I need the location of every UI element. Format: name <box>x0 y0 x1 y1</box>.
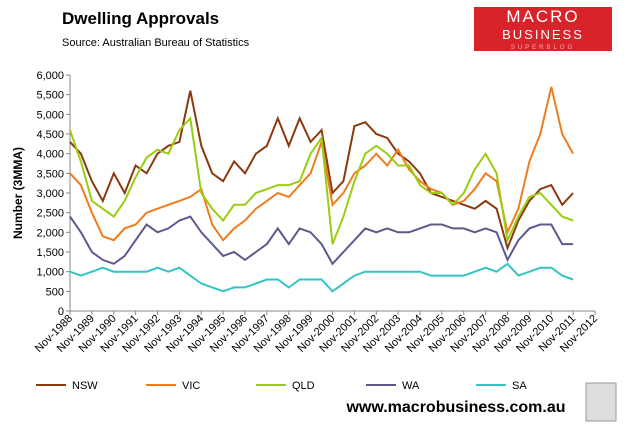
legend-label: VIC <box>182 380 200 392</box>
y-tick-label: 1,000 <box>36 267 64 279</box>
y-tick-label: 500 <box>46 286 64 298</box>
logo-box <box>474 7 612 51</box>
legend-label: NSW <box>72 380 98 392</box>
y-tick-label: 3,000 <box>36 188 64 200</box>
chart-subtitle: Source: Australian Bureau of Statistics <box>62 37 250 49</box>
legend-label: WA <box>402 380 420 392</box>
logo-text: SUPERBLOG <box>511 45 575 51</box>
y-tick-label: 4,000 <box>36 149 64 161</box>
y-tick-label: 6,000 <box>36 70 64 82</box>
logo-text: BUSINESS <box>502 27 584 42</box>
y-tick-label: 3,500 <box>36 168 64 180</box>
series-line <box>69 90 574 252</box>
y-tick-label: 5,500 <box>36 90 64 102</box>
y-tick-label: 1,500 <box>36 247 64 259</box>
wolf-icon <box>585 382 617 422</box>
legend-label: QLD <box>292 380 315 392</box>
y-tick-label: 5,000 <box>36 109 64 121</box>
y-tick-label: 0 <box>58 306 64 318</box>
website: www.macrobusiness.com.au <box>345 399 565 416</box>
series-line <box>69 86 574 242</box>
legend-label: SA <box>512 380 527 392</box>
y-tick-label: 2,000 <box>36 227 64 239</box>
y-axis-label: Number (3MMA) <box>11 147 25 239</box>
chart-title: Dwelling Approvals <box>62 9 219 28</box>
y-tick-label: 2,500 <box>36 208 64 220</box>
y-tick-label: 4,500 <box>36 129 64 141</box>
series-line <box>69 262 574 293</box>
logo-text: MACRO <box>506 7 579 26</box>
series-line <box>69 116 574 245</box>
series-line <box>69 215 574 266</box>
